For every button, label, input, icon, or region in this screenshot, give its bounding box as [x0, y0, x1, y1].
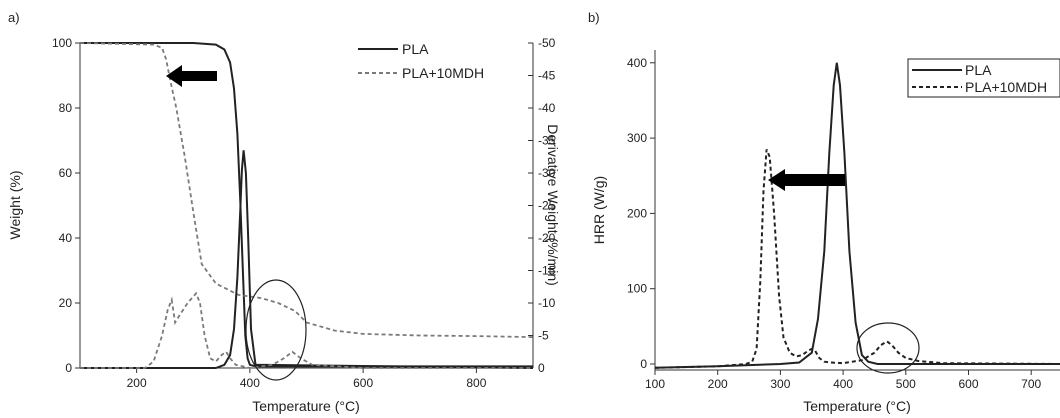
- a-y-tick-label: 20: [59, 296, 73, 310]
- panel-a-y-label: Weight (%): [7, 171, 23, 240]
- panel-a-label: a): [8, 10, 20, 25]
- panel-b: b) 100 200 300 400 500 600 700 0 100 200 300 400 T…: [588, 10, 1060, 414]
- panel-b-shift-arrow-icon: [768, 169, 845, 191]
- a-y-tick-label: 40: [59, 231, 73, 245]
- b-x-tick-label: 700: [1021, 377, 1041, 391]
- a-y-tick-label: 100: [52, 36, 72, 50]
- a-y2-tick-label: -20: [538, 231, 556, 245]
- legend-b-label-mdh: PLA+10MDH: [965, 79, 1047, 95]
- a-y2-tick-label: -50: [538, 36, 556, 50]
- panel-b-legend: PLA PLA+10MDH: [907, 58, 1060, 98]
- panel-a: a) 200 400 600 800 0 20 40 60 80 100 0 -5 -10 -15 -2…: [7, 10, 561, 414]
- panel-b-x-label: Temperature (°C): [803, 398, 911, 414]
- b-x-tick-label: 400: [833, 377, 853, 391]
- b-x-tick-label: 600: [958, 377, 978, 391]
- a-y2-tick-label: -30: [538, 166, 556, 180]
- a-y2-tick-label: -25: [538, 199, 556, 213]
- a-y-tick-label: 80: [59, 101, 73, 115]
- a-series-line-2: [80, 150, 534, 369]
- a-y2-tick-label: -5: [538, 329, 549, 343]
- b-x-tick-label: 300: [770, 377, 790, 391]
- a-y2-tick-label: -35: [538, 134, 556, 148]
- b-x-tick-label: 100: [645, 377, 665, 391]
- a-y2-tick-label: 0: [538, 361, 545, 375]
- b-series-line-0: [654, 62, 1060, 369]
- b-y-tick-label: 100: [627, 282, 647, 296]
- b-y-tick-label: 200: [627, 206, 647, 220]
- a-y2-tick-label: -15: [538, 264, 556, 278]
- panel-b-highlight-ellipse-visible: [856, 322, 920, 374]
- panel-b-y-label: HRR (W/g): [591, 176, 607, 244]
- legend-b-label-pla: PLA: [965, 62, 992, 78]
- b-y-tick-label: 300: [627, 131, 647, 145]
- a-y2-tick-label: -40: [538, 101, 556, 115]
- b-x-tick-label: 500: [896, 377, 916, 391]
- a-y-tick-label: 60: [59, 166, 73, 180]
- a-y2-tick-label: -10: [538, 296, 556, 310]
- panel-a-legend: PLA PLA+10MDH: [358, 41, 484, 81]
- b-y-tick-label: 400: [627, 56, 647, 70]
- a-series-line-3: [80, 291, 533, 369]
- panel-b-label: b): [588, 10, 600, 25]
- a-x-tick-label: 200: [127, 376, 147, 390]
- b-series-line-1: [654, 149, 1060, 369]
- b-x-tick-label: 200: [708, 377, 728, 391]
- a-y-tick-label: 0: [65, 361, 72, 375]
- legend-b-box: [907, 58, 1060, 98]
- panel-a-shift-arrow-icon: [166, 65, 217, 87]
- legend-a-label-mdh: PLA+10MDH: [402, 65, 484, 81]
- b-y-tick-label: 0: [640, 357, 647, 371]
- a-series-line-0: [80, 42, 533, 368]
- a-y2-tick-label: -45: [538, 69, 556, 83]
- panel-a-x-label: Temperature (°C): [252, 398, 360, 414]
- panel-a-highlight-ellipse: [245, 279, 307, 381]
- legend-a-label-pla: PLA: [402, 41, 429, 57]
- a-x-tick-label: 600: [353, 376, 373, 390]
- a-x-tick-label: 800: [466, 376, 486, 390]
- a-x-tick-label: 400: [240, 376, 260, 390]
- panel-a-y2-label: Derivative Weight (%/min): [545, 124, 561, 286]
- a-series-line-1: [79, 42, 534, 338]
